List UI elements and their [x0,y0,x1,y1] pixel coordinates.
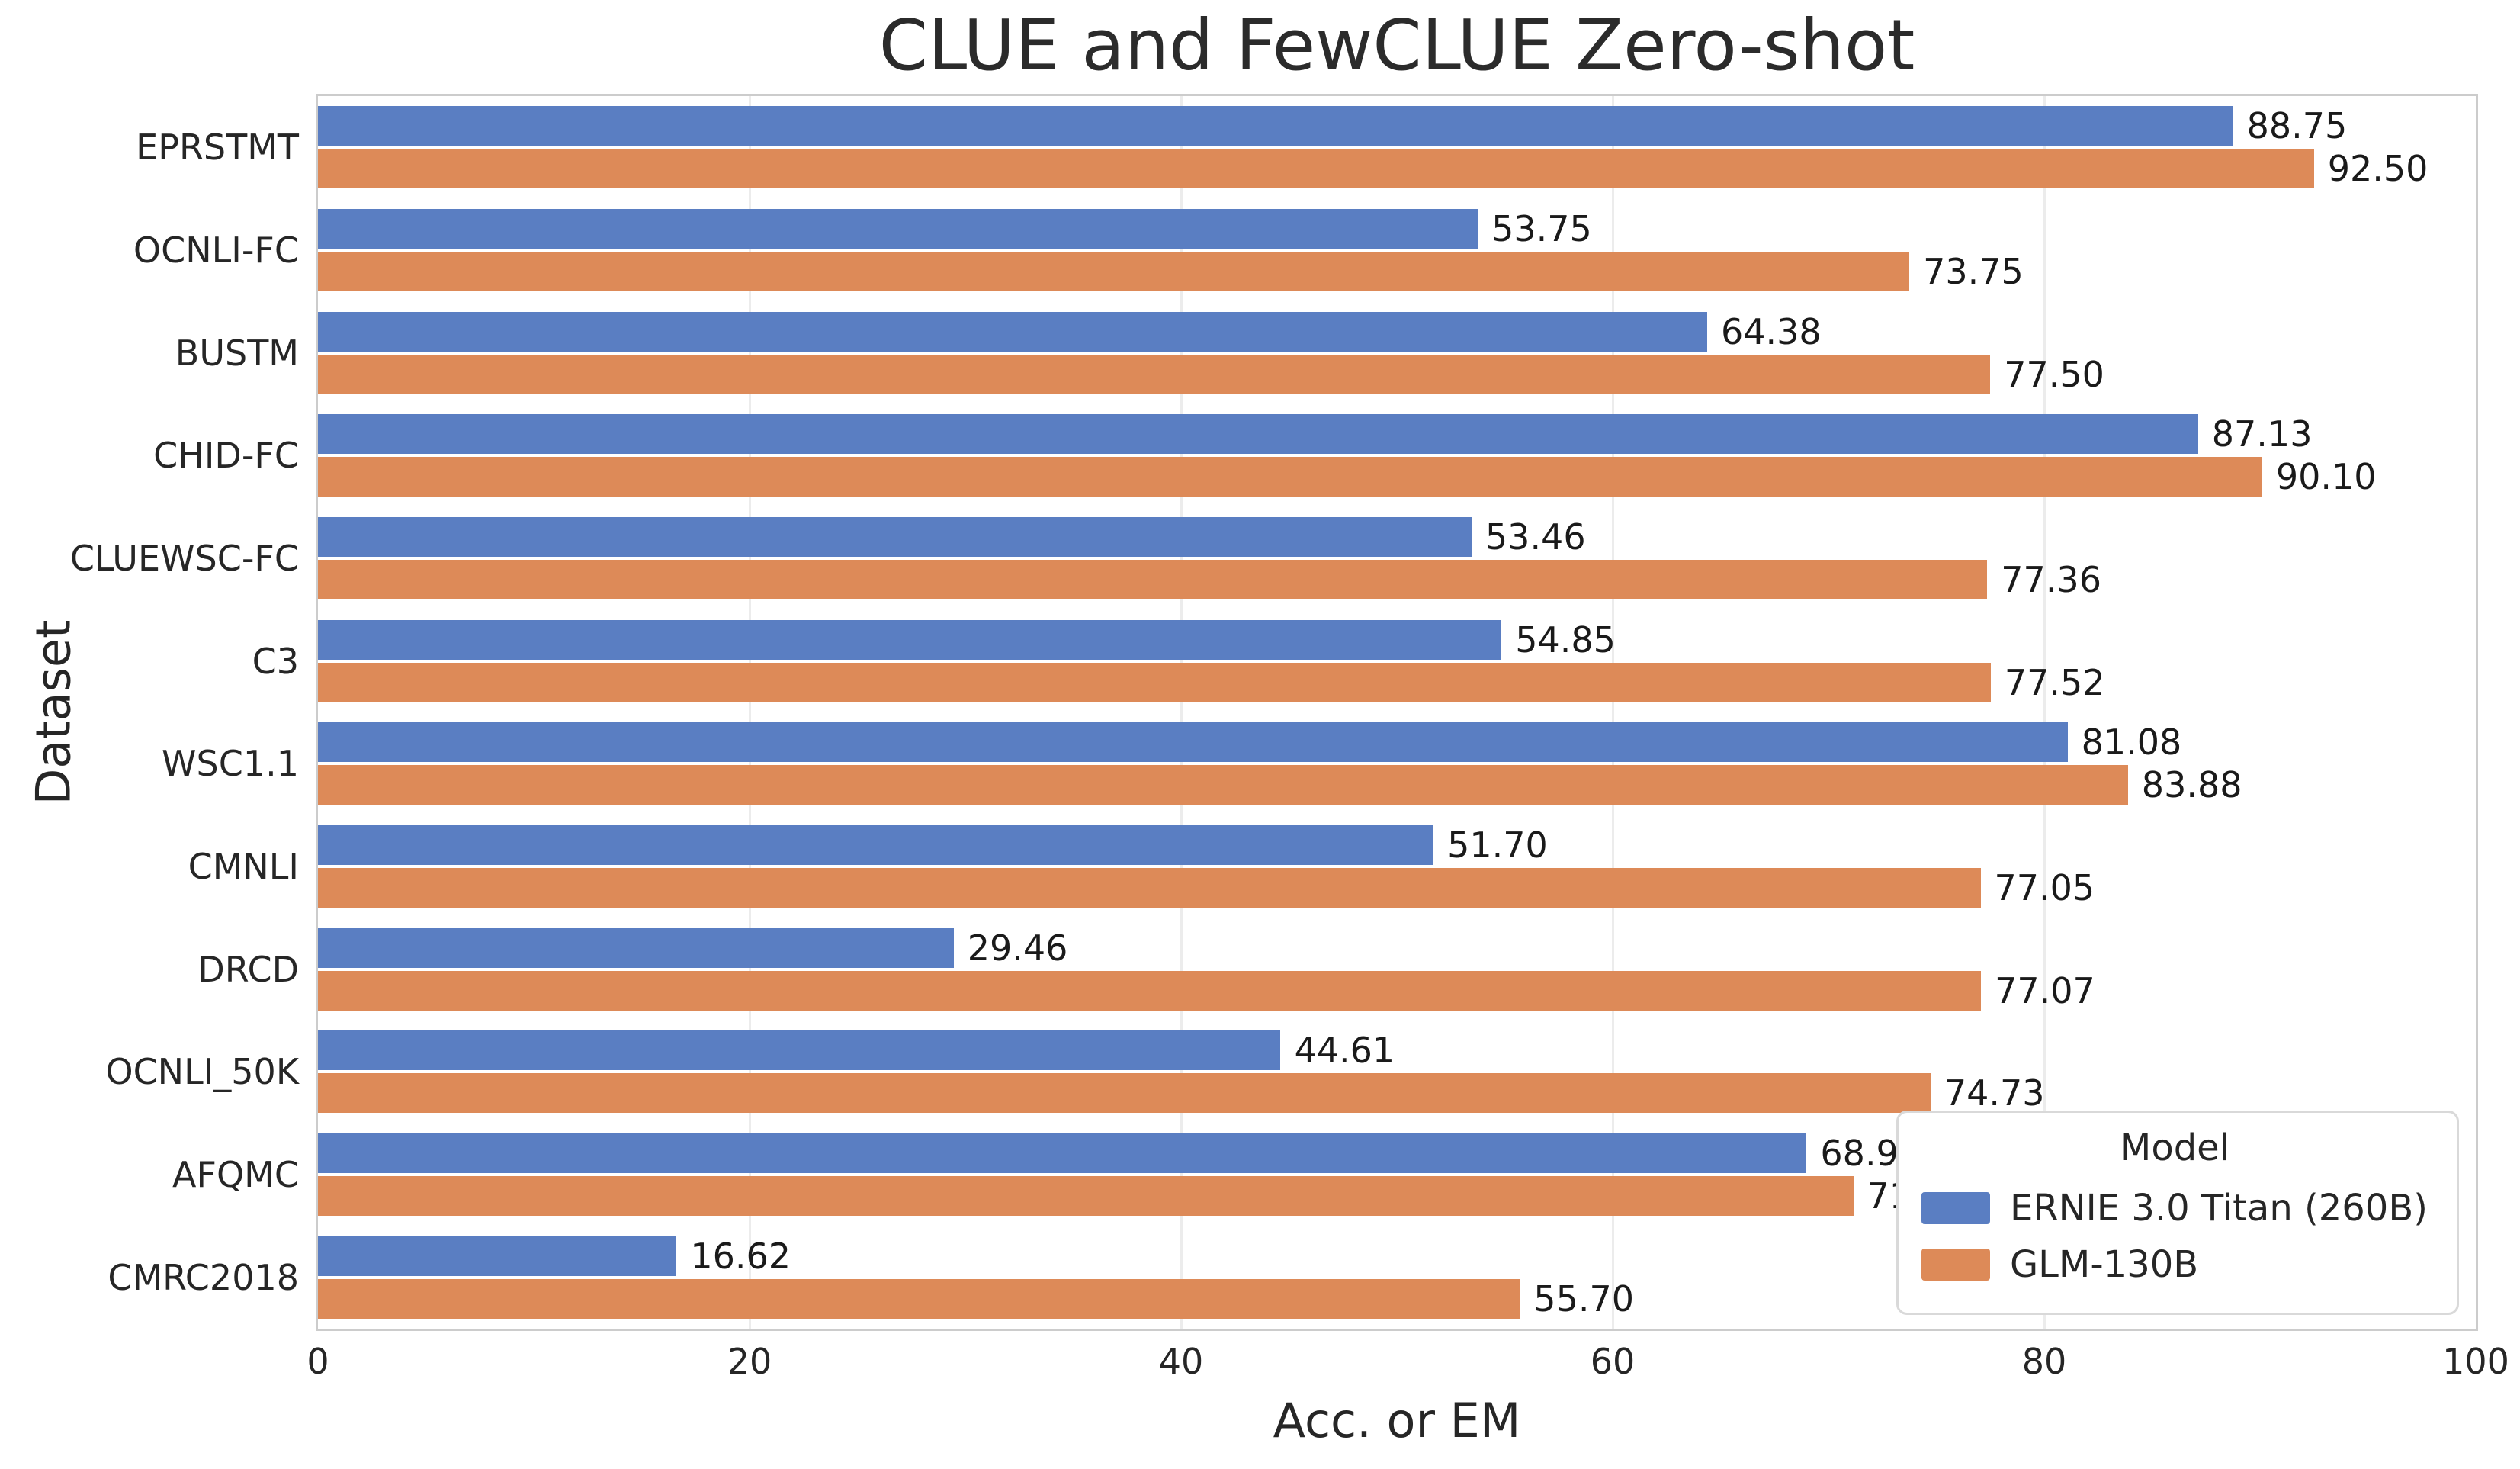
y-tick-label: AFQMC [172,1154,299,1195]
y-tick-label: BUSTM [175,332,299,374]
bar [318,252,1910,291]
x-axis-label: Acc. or EM [1273,1393,1521,1448]
bar-value-label: 81.08 [2081,722,2182,763]
bar-value-label: 53.46 [1485,516,1586,558]
bar-value-label: 54.85 [1515,619,1616,661]
bar-value-label: 77.50 [2004,353,2104,395]
legend-label-glm: GLM-130B [2009,1243,2199,1286]
bar [318,149,2314,189]
x-tick-label: 40 [1158,1341,1204,1382]
bar-value-label: 83.88 [2141,764,2242,806]
bar-value-label: 88.75 [2246,105,2348,147]
y-tick-label: CLUEWSC-FC [69,538,299,579]
bar-value-label: 74.73 [1944,1072,2045,1114]
bar [318,560,1988,599]
y-tick-label: CMRC2018 [108,1256,299,1298]
bar-value-label: 16.62 [690,1235,791,1277]
bar-value-label: 73.75 [1923,251,2024,292]
x-tick-label: 80 [2021,1341,2067,1382]
gridline [748,96,751,1329]
bar [318,311,1707,352]
y-tick-label: OCNLI-FC [133,230,299,271]
bar [318,970,1982,1011]
gridline [2043,96,2046,1329]
y-tick-label: CHID-FC [153,435,299,477]
x-tick-label: 0 [307,1341,329,1382]
bar [318,927,954,968]
bar [318,619,1502,660]
bar [318,765,2128,805]
bar-value-label: 55.70 [1533,1278,1634,1320]
bar [318,1236,677,1276]
gridline [1611,96,1614,1329]
bar [318,662,1991,702]
legend: Model ERNIE 3.0 Titan (260B) GLM-130B [1896,1111,2459,1315]
bar-value-label: 77.36 [2001,559,2101,600]
y-tick-label: EPRSTMT [136,127,299,169]
y-tick-label: OCNLI_50K [105,1051,299,1093]
bar-value-label: 77.05 [1994,867,2095,908]
bar-value-label: 51.70 [1447,825,1548,866]
legend-label-ernie: ERNIE 3.0 Titan (260B) [2009,1187,2428,1230]
bar [318,354,1991,394]
bar [318,106,2233,146]
bar [318,414,2198,455]
bar-value-label: 77.07 [1995,969,2095,1011]
legend-swatch-orange-icon [1921,1249,1990,1281]
y-tick-label: CMNLI [188,846,299,887]
bar [318,517,1472,557]
bar-value-label: 92.50 [2327,148,2429,190]
y-tick-label: DRCD [197,948,299,990]
bar [318,825,1434,865]
plot-area: Model ERNIE 3.0 Titan (260B) GLM-130B 0 2… [70,94,2509,1382]
legend-swatch-blue-icon [1921,1192,1990,1224]
bar [318,722,2068,763]
chart-title: CLUE and FewCLUE Zero-shot [878,5,1915,86]
bar [318,209,1478,249]
bar-value-label: 77.52 [2004,661,2105,703]
bar [318,457,2262,497]
bar-value-label: 90.10 [2275,456,2377,498]
bar [318,1278,1520,1319]
x-tick-label: 100 [2442,1341,2509,1382]
bar-value-label: 64.38 [1720,310,1822,352]
legend-title: Model [2119,1127,2230,1169]
x-tick-label: 60 [1590,1341,1636,1382]
y-tick-label: C3 [252,640,299,682]
bar-value-label: 53.75 [1491,208,1592,249]
bar-value-label: 87.13 [2211,413,2313,455]
x-tick-label: 20 [727,1341,772,1382]
bar-value-label: 29.46 [967,927,1068,969]
legend-item-ernie: ERNIE 3.0 Titan (260B) [1921,1180,2428,1236]
bar [318,1176,1854,1216]
bar [318,1133,1807,1173]
gridline [1180,96,1183,1329]
bar [318,1030,1281,1071]
bar [318,1073,1931,1114]
bar-value-label: 44.61 [1294,1030,1395,1072]
y-tick-label: WSC1.1 [162,743,299,785]
legend-item-glm: GLM-130B [1921,1236,2428,1293]
bar [318,868,1981,908]
